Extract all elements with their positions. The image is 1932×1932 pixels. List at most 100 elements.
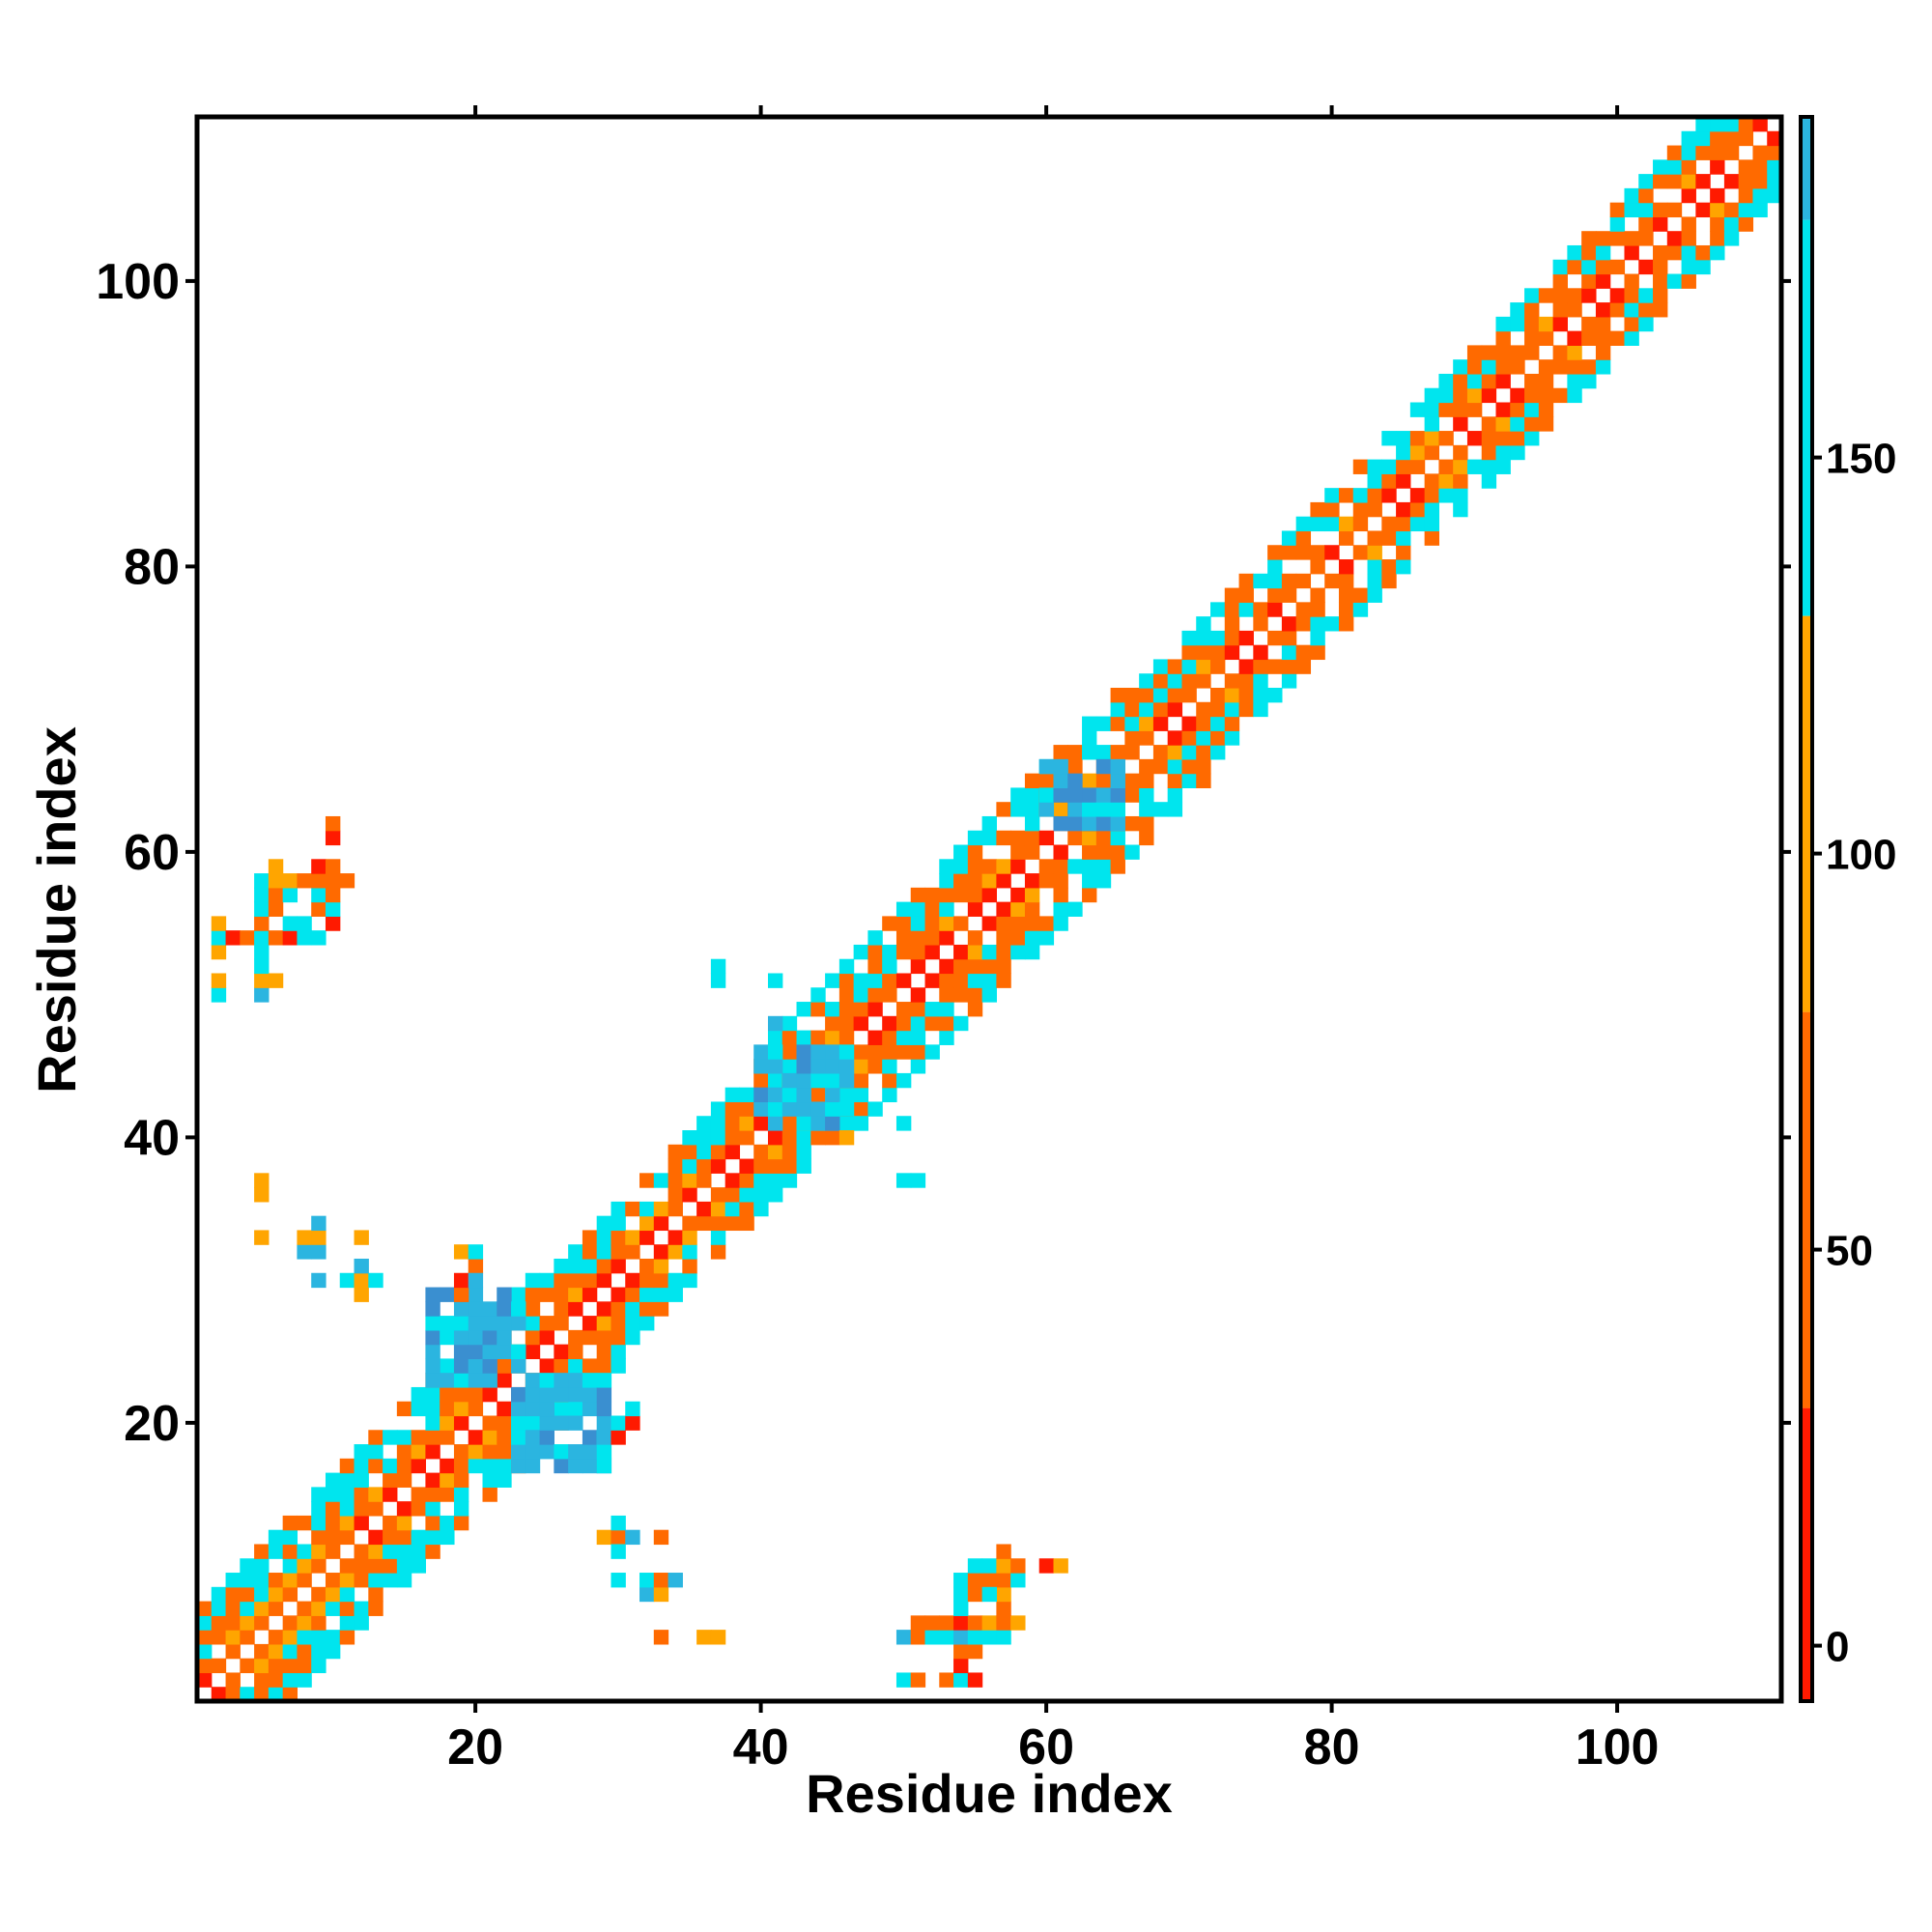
heatmap-cell — [339, 1458, 355, 1474]
heatmap-cell — [1666, 145, 1683, 160]
heatmap-cell — [1224, 644, 1240, 661]
heatmap-cell — [440, 1329, 455, 1346]
heatmap-cell — [1238, 587, 1254, 603]
heatmap-cell — [368, 1586, 384, 1603]
heatmap-cell — [767, 1158, 783, 1174]
heatmap-cell — [1210, 602, 1226, 617]
heatmap-cell — [1253, 644, 1268, 661]
heatmap-cell — [882, 958, 897, 975]
heatmap-cell — [425, 1386, 440, 1403]
heatmap-cell — [1723, 231, 1740, 246]
heatmap-cell — [539, 1415, 554, 1431]
heatmap-cell — [254, 987, 270, 1003]
heatmap-cell — [939, 1615, 954, 1631]
heatmap-cell — [1438, 473, 1454, 489]
heatmap-cell — [354, 1472, 369, 1488]
heatmap-cell — [710, 1230, 726, 1245]
heatmap-cell — [724, 1173, 741, 1188]
colorbar-band — [1801, 615, 1812, 1012]
heatmap-cell — [739, 1201, 754, 1217]
heatmap-cell — [582, 1430, 598, 1445]
heatmap-cell — [967, 1002, 983, 1017]
heatmap-cell — [653, 1173, 669, 1188]
heatmap-cell — [853, 1116, 869, 1131]
heatmap-cell — [440, 1287, 455, 1302]
heatmap-cell — [254, 930, 270, 946]
heatmap-cell — [383, 1472, 398, 1488]
heatmap-cell — [910, 958, 926, 975]
heatmap-cell — [339, 1472, 355, 1488]
heatmap-cell — [425, 1501, 440, 1517]
heatmap-cell — [1367, 545, 1382, 560]
heatmap-cell — [796, 1072, 811, 1089]
heatmap-cell — [311, 1515, 327, 1531]
heatmap-cell — [753, 1116, 769, 1131]
heatmap-cell — [525, 1301, 541, 1317]
heatmap-cell — [1238, 602, 1254, 617]
heatmap-cell — [1038, 930, 1055, 946]
heatmap-cell — [1524, 316, 1540, 332]
heatmap-cell — [1053, 787, 1068, 803]
heatmap-cell — [882, 1030, 897, 1045]
heatmap-cell — [425, 1358, 440, 1374]
heatmap-cell — [1524, 431, 1540, 446]
heatmap-cell — [568, 1258, 583, 1274]
heatmap-cell — [1338, 530, 1354, 546]
heatmap-cell — [967, 973, 983, 988]
heatmap-cell — [1552, 259, 1568, 275]
heatmap-cell — [639, 1573, 655, 1588]
heatmap-cell — [254, 973, 270, 988]
heatmap-cell — [396, 1573, 412, 1588]
axis-ticks: 20 40 60 80 100 20 40 60 80 100 — [96, 105, 1659, 1776]
heatmap-cell — [825, 1015, 840, 1032]
heatmap-cell — [1538, 387, 1554, 404]
heatmap-cell — [497, 1415, 512, 1431]
heatmap-cell — [254, 1187, 270, 1203]
heatmap-cell — [1095, 815, 1112, 832]
heatmap-cell — [1253, 573, 1268, 589]
heatmap-cell — [810, 1044, 826, 1060]
heatmap-cell — [882, 1072, 897, 1089]
heatmap-cell — [482, 1444, 497, 1460]
heatmap-cell — [910, 1030, 926, 1045]
heatmap-cell — [468, 1258, 484, 1274]
heatmap-cell — [539, 1358, 554, 1374]
heatmap-cell — [810, 1059, 826, 1074]
heatmap-cell — [453, 1415, 469, 1431]
heatmap-cell — [1453, 416, 1468, 432]
heatmap-cell — [939, 987, 954, 1003]
heatmap-cell — [211, 1586, 227, 1603]
heatmap-cell — [1524, 373, 1540, 389]
heatmap-cell — [211, 1687, 227, 1702]
heatmap-cell — [939, 901, 954, 917]
heatmap-cell — [411, 1501, 426, 1517]
heatmap-cell — [1053, 873, 1068, 889]
heatmap-cell — [1324, 488, 1340, 503]
heatmap-cell — [1538, 402, 1554, 417]
heatmap-cell — [453, 1501, 469, 1517]
heatmap-cell — [625, 1287, 640, 1302]
heatmap-cell — [781, 1101, 798, 1117]
heatmap-cell — [1010, 859, 1026, 874]
heatmap-cell — [1053, 901, 1068, 917]
heatmap-cell — [924, 1630, 940, 1645]
heatmap-cell — [1510, 402, 1525, 417]
heatmap-cell — [1552, 273, 1568, 289]
heatmap-cell — [1352, 602, 1369, 617]
heatmap-cell — [639, 1215, 655, 1232]
heatmap-cell — [611, 1529, 626, 1546]
heatmap-cell — [554, 1358, 569, 1374]
heatmap-cell — [710, 1144, 726, 1160]
heatmap-cell — [1124, 745, 1140, 760]
heatmap-cell — [325, 1544, 341, 1559]
heatmap-cell — [254, 1558, 270, 1574]
heatmap-cell — [311, 1586, 327, 1603]
heatmap-cell — [1010, 844, 1026, 860]
heatmap-cell — [1681, 273, 1696, 289]
heatmap-cell — [1295, 616, 1312, 632]
heatmap-cell — [781, 1158, 798, 1174]
heatmap-cell — [582, 1258, 598, 1274]
heatmap-cell — [710, 958, 726, 975]
heatmap-cell — [1181, 758, 1197, 775]
heatmap-cell — [1424, 530, 1439, 546]
